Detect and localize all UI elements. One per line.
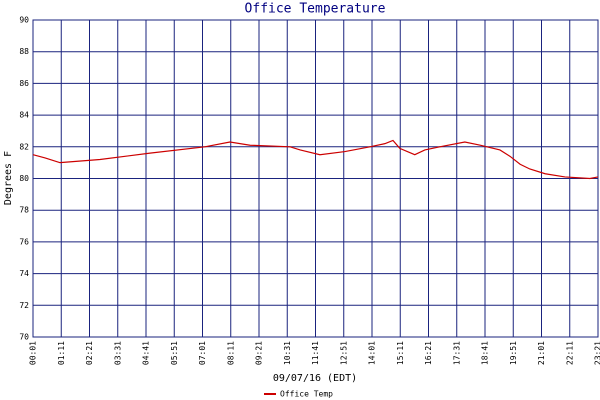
- x-axis-label: 09/07/16 (EDT): [273, 373, 357, 384]
- x-tick-label: 10:31: [283, 341, 292, 365]
- x-tick-label: 01:11: [57, 341, 66, 365]
- x-tick-label: 02:21: [85, 341, 94, 365]
- y-tick-label: 74: [19, 269, 29, 278]
- y-tick-label: 78: [19, 206, 29, 215]
- y-axis-label: Degrees F: [3, 151, 14, 205]
- x-tick-label: 07:01: [198, 341, 207, 365]
- x-tick-label: 22:11: [565, 341, 574, 365]
- x-tick-label: 04:41: [142, 341, 151, 365]
- legend-label: Office Temp: [280, 390, 333, 399]
- x-tick-label: 16:21: [424, 341, 433, 365]
- y-tick-label: 90: [19, 16, 29, 25]
- y-tick-label: 76: [19, 237, 29, 246]
- y-tick-label: 82: [19, 142, 29, 151]
- x-tick-label: 21:01: [537, 341, 546, 365]
- x-tick-label: 18:41: [481, 341, 490, 365]
- x-tick-label: 15:11: [396, 341, 405, 365]
- y-tick-label: 70: [19, 333, 29, 342]
- y-tick-label: 84: [19, 111, 29, 120]
- y-tick-label: 88: [19, 47, 29, 56]
- x-tick-label: 03:31: [113, 341, 122, 365]
- y-tick-label: 72: [19, 301, 29, 310]
- y-tick-label: 86: [19, 79, 29, 88]
- x-tick-label: 12:51: [339, 341, 348, 365]
- x-tick-label: 14:01: [368, 341, 377, 365]
- x-tick-label: 19:51: [509, 341, 518, 365]
- x-tick-label: 11:41: [311, 341, 320, 365]
- x-tick-label: 17:31: [452, 341, 461, 365]
- x-tick-label: 08:11: [226, 341, 235, 365]
- x-tick-label: 00:01: [29, 341, 38, 365]
- x-tick-label: 09:21: [255, 341, 264, 365]
- x-tick-label: 05:51: [170, 341, 179, 365]
- chart-title: Office Temperature: [245, 2, 386, 17]
- y-tick-label: 80: [19, 174, 29, 183]
- data-line: [32, 139, 599, 180]
- x-tick-label: 23:21: [594, 341, 600, 365]
